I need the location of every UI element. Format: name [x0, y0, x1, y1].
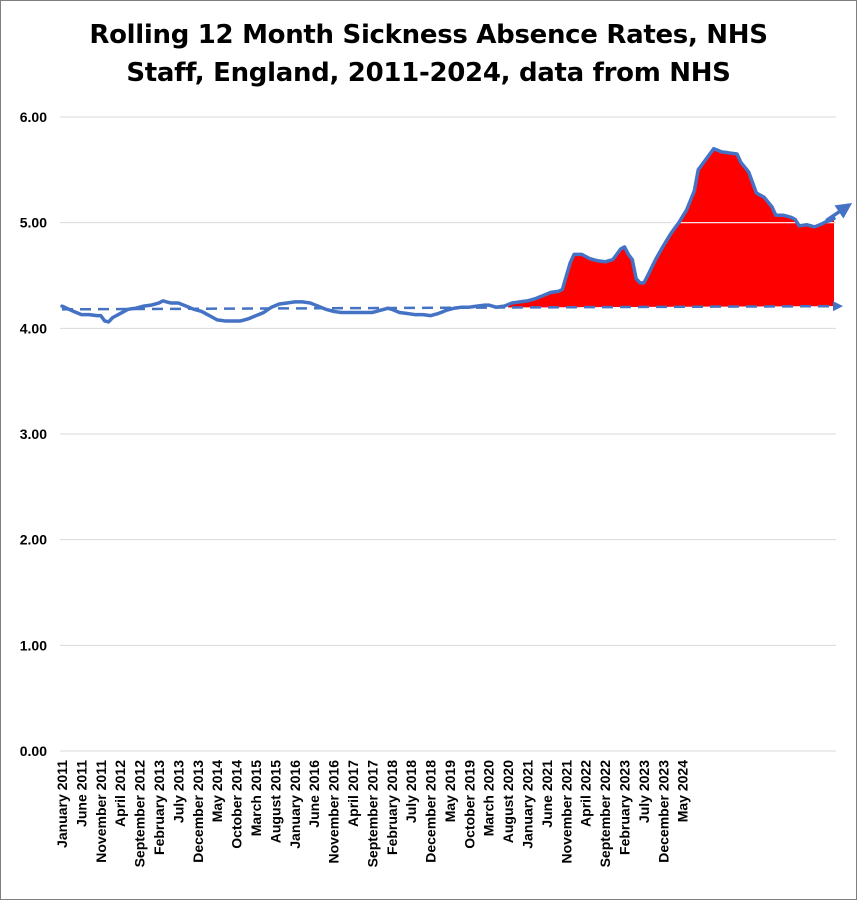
series-layer [60, 146, 853, 324]
x-tick-label: June 2021 [539, 760, 555, 828]
x-tick-label: April 2022 [578, 760, 594, 827]
x-tick-label: January 2021 [520, 760, 536, 849]
y-axis-tick-labels: 0.00 1.00 2.00 3.00 4.00 5.00 6.00 [20, 109, 47, 759]
x-tick-label: May 2014 [209, 760, 225, 822]
y-tick-label: 4.00 [20, 320, 47, 336]
x-tick-label: December 2013 [190, 760, 206, 863]
x-tick-label: February 2023 [617, 760, 633, 855]
x-tick-label: August 2020 [500, 760, 516, 843]
excess-fill-layer [508, 148, 834, 308]
x-tick-label: April 2017 [345, 760, 361, 827]
x-tick-label: November 2016 [326, 760, 342, 864]
x-tick-label: November 2011 [93, 760, 109, 863]
x-tick-label: September 2022 [597, 760, 613, 868]
y-tick-label: 6.00 [20, 109, 47, 125]
x-tick-label: March 2015 [248, 760, 264, 836]
y-tick-label: 5.00 [20, 215, 47, 231]
x-tick-label: July 2018 [403, 760, 419, 823]
x-tick-label: November 2021 [558, 760, 574, 864]
x-tick-label: May 2019 [442, 760, 458, 822]
x-tick-label: May 2024 [675, 760, 691, 822]
x-tick-label: July 2023 [636, 760, 652, 823]
x-tick-label: October 2014 [229, 760, 245, 849]
x-tick-label: June 2016 [306, 760, 322, 828]
x-tick-label: April 2012 [112, 760, 128, 827]
x-tick-label: July 2013 [170, 760, 186, 823]
x-tick-label: January 2011 [54, 760, 70, 848]
x-tick-label: February 2013 [151, 760, 167, 855]
series-line [60, 146, 836, 324]
y-tick-label: 2.00 [20, 532, 47, 548]
y-tick-label: 1.00 [20, 637, 47, 653]
y-tick-label: 0.00 [20, 743, 47, 759]
x-tick-label: December 2018 [423, 760, 439, 863]
y-tick-label: 3.00 [20, 426, 47, 442]
x-axis: January 2011 June 2011 November 2011 April … [54, 750, 836, 868]
x-tick-label: September 2017 [364, 760, 380, 868]
chart-title: Rolling 12 Month Sickness Absence Rates,… [0, 16, 857, 92]
excess-absence-area [508, 148, 834, 308]
x-tick-label: October 2019 [461, 760, 477, 849]
x-tick-label: February 2018 [384, 760, 400, 855]
chart-title-line-1: Rolling 12 Month Sickness Absence Rates,… [89, 20, 768, 50]
x-tick-label: August 2015 [267, 760, 283, 843]
x-tick-label: January 2016 [287, 760, 303, 849]
x-tick-label: June 2011 [73, 760, 89, 827]
x-tick-label: September 2012 [132, 760, 148, 868]
x-tick-label: March 2020 [481, 760, 497, 836]
chart-title-line-2: Staff, England, 2011-2024, data from NHS [126, 58, 731, 88]
recent-trend-arrow [825, 202, 853, 223]
x-tick-label: December 2023 [655, 760, 671, 863]
